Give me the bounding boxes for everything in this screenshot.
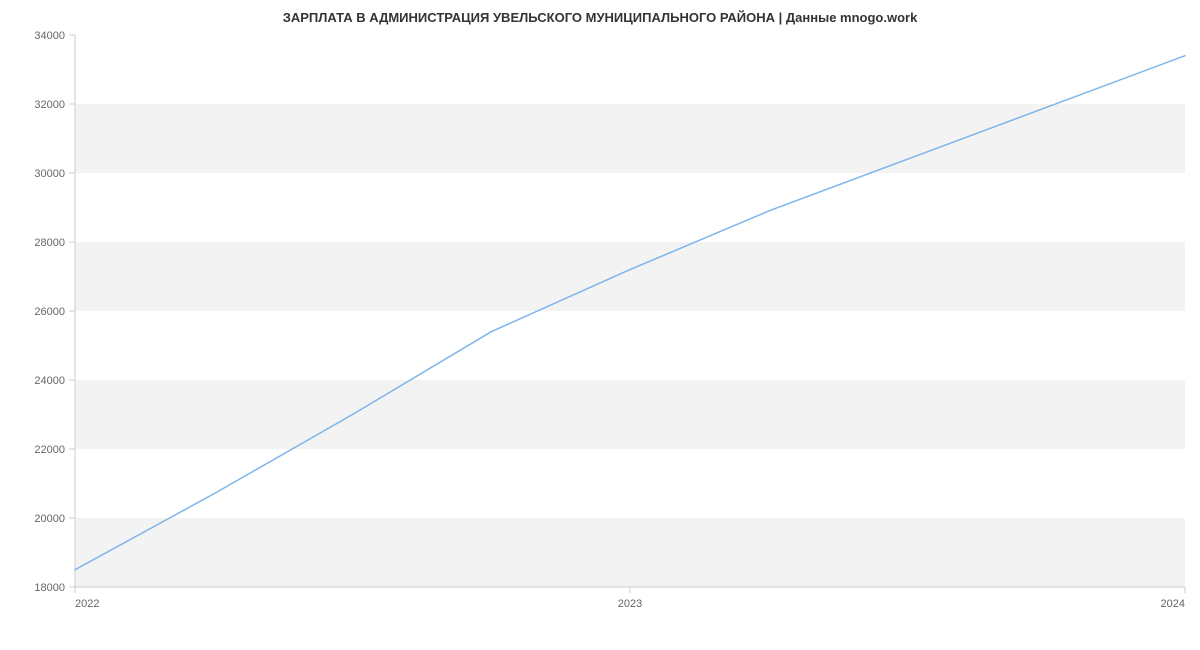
y-tick-label: 32000	[34, 99, 65, 111]
grid-band	[75, 35, 1185, 104]
y-tick-label: 20000	[34, 513, 65, 525]
y-tick-label: 26000	[34, 306, 65, 318]
grid-band	[75, 173, 1185, 242]
x-tick-label: 2022	[75, 598, 99, 610]
y-tick-label: 30000	[34, 168, 65, 180]
grid-band	[75, 449, 1185, 518]
chart-title: ЗАРПЛАТА В АДМИНИСТРАЦИЯ УВЕЛЬСКОГО МУНИ…	[0, 10, 1200, 25]
chart-svg: 18000 20000 22000 24000 26000 28000 30000 32000…	[0, 0, 1200, 650]
grid-band	[75, 518, 1185, 587]
grid-band	[75, 311, 1185, 380]
y-tick-label: 28000	[34, 237, 65, 249]
grid-band	[75, 242, 1185, 311]
x-tick-label: 2023	[618, 598, 642, 610]
grid-band	[75, 380, 1185, 449]
y-tick-label: 18000	[34, 582, 65, 594]
grid-band	[75, 104, 1185, 173]
y-tick-label: 34000	[34, 30, 65, 42]
x-tick-label: 2024	[1161, 598, 1185, 610]
y-tick-label: 24000	[34, 375, 65, 387]
salary-line-chart: ЗАРПЛАТА В АДМИНИСТРАЦИЯ УВЕЛЬСКОГО МУНИ…	[0, 0, 1200, 650]
y-tick-label: 22000	[34, 444, 65, 456]
